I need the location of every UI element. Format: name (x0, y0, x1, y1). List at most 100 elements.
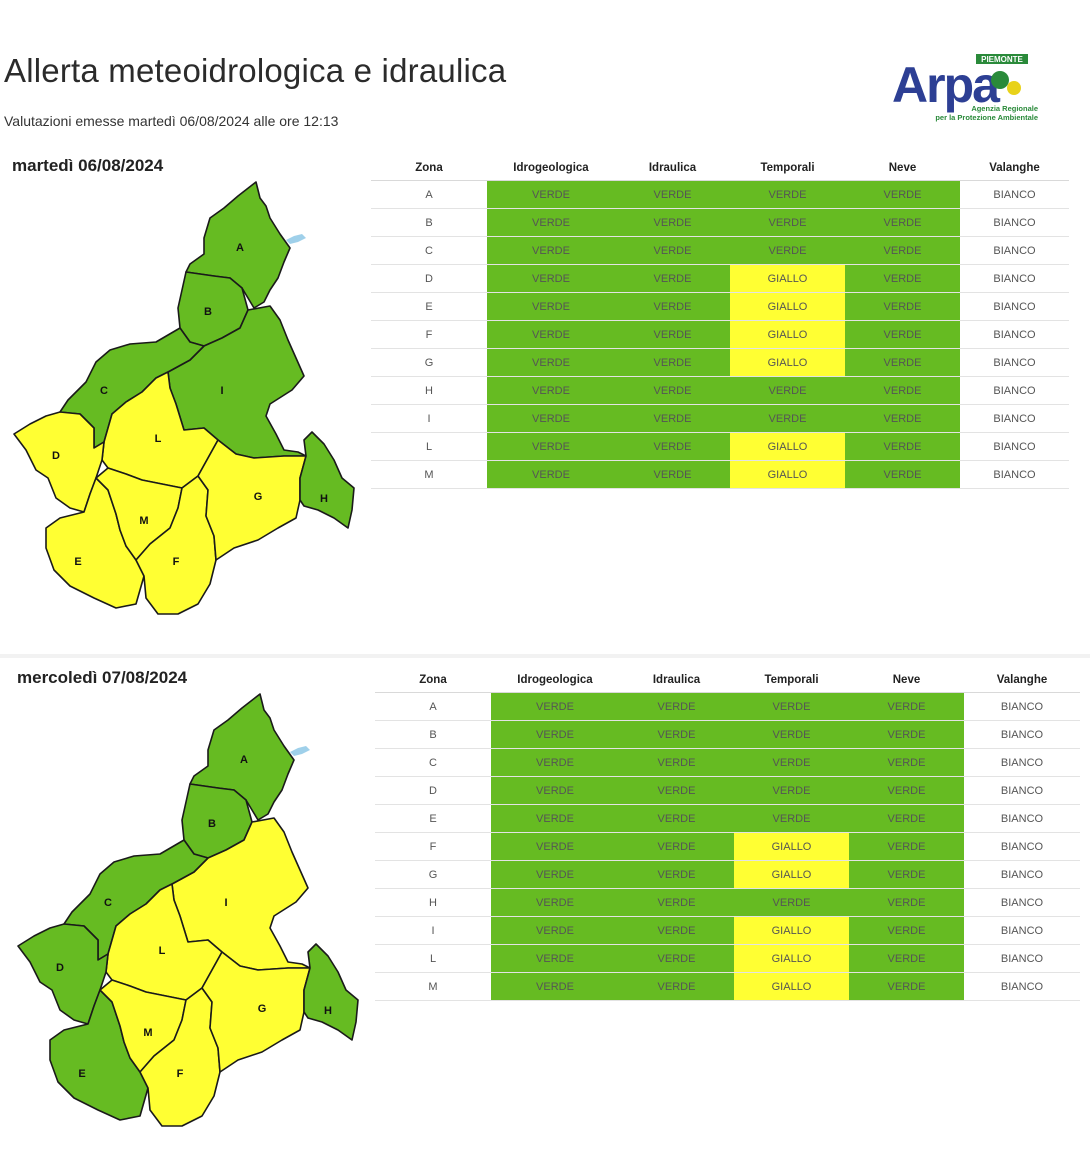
alert-level-cell: BIANCO (964, 748, 1080, 777)
zone-row: I VERDE VERDE GIALLO VERDE BIANCO (375, 916, 1080, 945)
zone-area-h[interactable] (299, 431, 355, 529)
zone-cell: D (375, 776, 491, 805)
alert-level-cell: VERDE (619, 804, 734, 833)
alert-level-cell: VERDE (491, 860, 619, 889)
zone-label-f: F (177, 1068, 184, 1080)
zone-label-h: H (320, 493, 328, 505)
zone-row: A VERDE VERDE VERDE VERDE BIANCO (371, 180, 1069, 209)
alert-level-cell: VERDE (849, 804, 964, 833)
zone-map: A B I C L D E M F G H (12, 690, 364, 1142)
alert-level-cell: VERDE (619, 944, 734, 973)
alert-level-cell: VERDE (849, 916, 964, 945)
alert-level-cell: VERDE (615, 376, 730, 405)
column-header: Neve (845, 156, 960, 181)
alert-level-cell: VERDE (845, 348, 960, 377)
alert-level-cell: VERDE (849, 972, 964, 1001)
alert-level-cell: VERDE (619, 776, 734, 805)
alert-level-cell: VERDE (734, 748, 849, 777)
zone-cell: A (371, 180, 487, 209)
alert-level-cell: VERDE (491, 972, 619, 1001)
alert-level-cell: VERDE (849, 888, 964, 917)
alert-level-cell: BIANCO (960, 208, 1069, 237)
column-header: Idraulica (615, 156, 730, 181)
alert-level-cell: GIALLO (734, 860, 849, 889)
alert-level-cell: VERDE (730, 208, 845, 237)
alert-table: Zona Idrogeologica Idraulica Temporali Neve V… (371, 156, 1069, 489)
alert-level-cell: VERDE (849, 832, 964, 861)
zone-area-g[interactable] (201, 951, 311, 1073)
zone-map: A B I C L D E M F G H (8, 178, 360, 630)
zone-cell: L (371, 432, 487, 461)
alert-level-cell: BIANCO (960, 348, 1069, 377)
zone-row: M VERDE VERDE GIALLO VERDE BIANCO (375, 972, 1080, 1001)
alert-level-cell: VERDE (487, 292, 615, 321)
alert-level-cell: VERDE (845, 404, 960, 433)
logo-top-text: PIEMONTE (981, 55, 1023, 64)
alert-level-cell: VERDE (615, 180, 730, 209)
zone-area-a[interactable] (185, 181, 291, 309)
zone-cell: F (371, 320, 487, 349)
alert-level-cell: BIANCO (964, 804, 1080, 833)
alert-level-cell: VERDE (734, 804, 849, 833)
zone-label-b: B (208, 818, 216, 830)
alert-level-cell: VERDE (491, 692, 619, 721)
zone-area-a[interactable] (189, 693, 295, 821)
zone-row: M VERDE VERDE GIALLO VERDE BIANCO (371, 460, 1069, 489)
zone-row: L VERDE VERDE GIALLO VERDE BIANCO (371, 432, 1069, 461)
alert-level-cell: BIANCO (960, 236, 1069, 265)
alert-level-cell: VERDE (487, 348, 615, 377)
alert-level-cell: GIALLO (734, 972, 849, 1001)
alert-level-cell: VERDE (491, 720, 619, 749)
column-header: Zona (375, 668, 491, 693)
alert-level-cell: BIANCO (964, 944, 1080, 973)
zone-area-d[interactable] (13, 411, 105, 513)
zone-row: I VERDE VERDE VERDE VERDE BIANCO (371, 404, 1069, 433)
alert-level-cell: VERDE (487, 376, 615, 405)
alert-level-cell: VERDE (619, 748, 734, 777)
day-date: martedì 06/08/2024 (12, 156, 164, 175)
alert-level-cell: VERDE (491, 804, 619, 833)
zone-label-b: B (204, 306, 212, 318)
arpa-piemonte-logo[interactable]: PIEMONTE Arpa Agenzia Regionale per la P… (890, 52, 1050, 126)
zone-label-c: C (104, 897, 112, 909)
zone-label-a: A (236, 242, 244, 254)
alert-level-cell: GIALLO (730, 320, 845, 349)
zone-area-g[interactable] (197, 439, 307, 561)
zone-label-i: I (220, 385, 223, 397)
alert-level-cell: VERDE (615, 320, 730, 349)
zone-cell: D (371, 264, 487, 293)
alert-level-cell: GIALLO (734, 832, 849, 861)
zone-cell: B (375, 720, 491, 749)
alert-level-cell: BIANCO (960, 376, 1069, 405)
alert-level-cell: VERDE (849, 748, 964, 777)
zone-row: F VERDE VERDE GIALLO VERDE BIANCO (371, 320, 1069, 349)
zone-area-h[interactable] (303, 943, 359, 1041)
zone-cell: G (371, 348, 487, 377)
zone-row: C VERDE VERDE VERDE VERDE BIANCO (371, 236, 1069, 265)
alert-level-cell: VERDE (619, 832, 734, 861)
alert-level-cell: BIANCO (960, 404, 1069, 433)
alert-level-cell: VERDE (487, 264, 615, 293)
zone-area-d[interactable] (17, 923, 109, 1025)
alert-level-cell: VERDE (845, 376, 960, 405)
alert-level-cell: VERDE (845, 264, 960, 293)
alert-level-cell: VERDE (615, 208, 730, 237)
alert-level-cell: VERDE (730, 236, 845, 265)
alert-level-cell: VERDE (849, 944, 964, 973)
zone-row: F VERDE VERDE GIALLO VERDE BIANCO (375, 832, 1080, 861)
alert-level-cell: GIALLO (730, 264, 845, 293)
zone-label-i: I (224, 897, 227, 909)
alert-level-cell: BIANCO (964, 916, 1080, 945)
zone-label-e: E (74, 556, 81, 568)
alert-level-cell: VERDE (615, 292, 730, 321)
alert-level-cell: VERDE (845, 292, 960, 321)
alert-level-cell: VERDE (487, 180, 615, 209)
column-header: Valanghe (964, 668, 1080, 693)
alert-level-cell: GIALLO (734, 916, 849, 945)
column-header: Valanghe (960, 156, 1069, 181)
alert-level-cell: BIANCO (964, 832, 1080, 861)
column-header: Idrogeologica (487, 156, 615, 181)
zone-cell: L (375, 944, 491, 973)
alert-level-cell: BIANCO (964, 888, 1080, 917)
zone-row: E VERDE VERDE VERDE VERDE BIANCO (375, 804, 1080, 833)
